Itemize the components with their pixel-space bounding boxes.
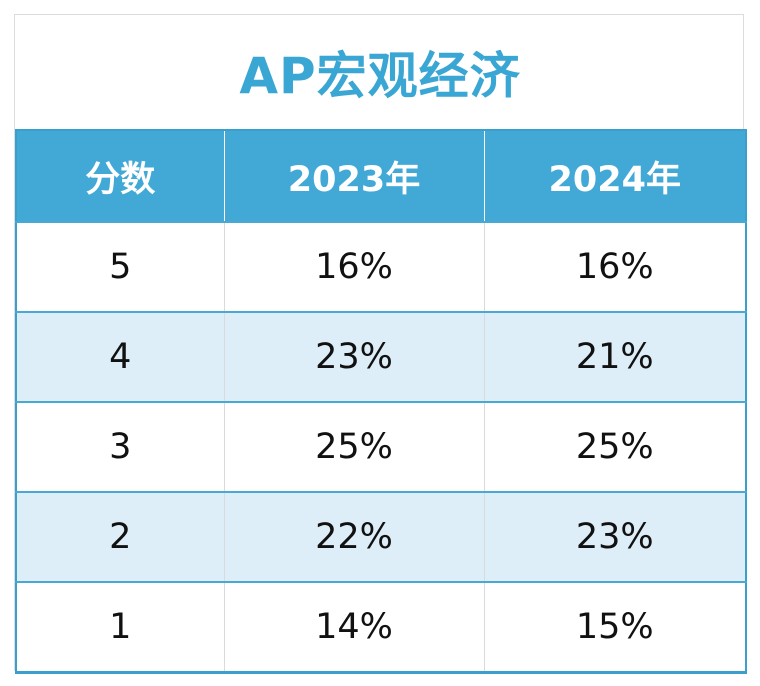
column-header-2024: 2024年 [483,129,746,222]
table-body: 5 16% 16% 4 23% 21% 3 25% 25% 2 22% 23% 1 14% 15% [16,221,746,672]
score-cell: 1 [16,581,224,672]
table-title: AP宏观经济 [239,47,521,105]
percent-2023-cell: 16% [223,221,484,312]
column-header-2023: 2023年 [223,129,484,222]
score-table: 分数 2023年 2024年 5 16% 16% 4 23% 21% 3 25% 25% 2 22%… [15,129,747,674]
percent-2023-cell: 22% [223,491,484,582]
percent-2023-cell: 25% [223,401,484,492]
table-row: 5 16% 16% [16,221,746,312]
percent-2024-cell: 21% [483,311,746,402]
score-distribution-card: AP宏观经济 分数 2023年 2024年 5 16% 16% 4 23% 21% 3 25%… [14,14,747,674]
percent-2023-cell: 23% [223,311,484,402]
score-cell: 4 [16,311,224,402]
percent-2024-cell: 15% [483,581,746,672]
score-cell: 5 [16,221,224,312]
percent-2024-cell: 23% [483,491,746,582]
table-row: 2 22% 23% [16,491,746,582]
header-row: 分数 2023年 2024年 [16,129,746,222]
score-cell: 2 [16,491,224,582]
column-header-score: 分数 [16,129,224,222]
table-row: 1 14% 15% [16,581,746,672]
score-cell: 3 [16,401,224,492]
table-row: 4 23% 21% [16,311,746,402]
percent-2024-cell: 25% [483,401,746,492]
table-row: 3 25% 25% [16,401,746,492]
percent-2024-cell: 16% [483,221,746,312]
percent-2023-cell: 14% [223,581,484,672]
